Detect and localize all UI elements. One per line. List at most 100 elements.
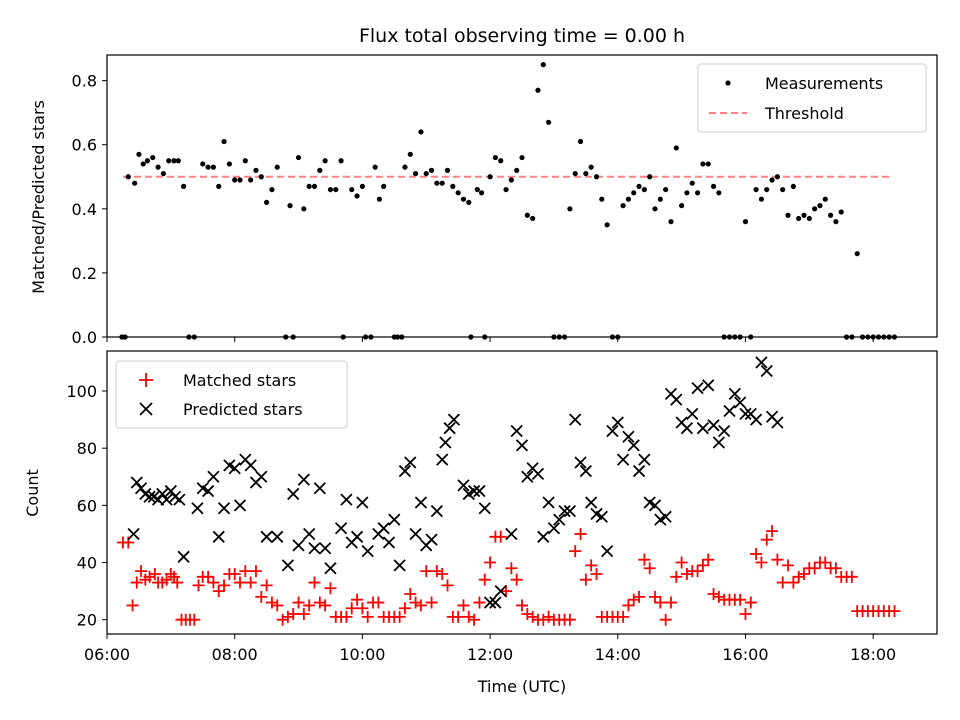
bottom-x-tick-label: 06:00: [84, 645, 130, 664]
matched-star-point: [457, 599, 470, 612]
predicted-star-point: [622, 430, 635, 443]
matched-star-point: [441, 579, 454, 592]
measurement-point: [434, 180, 440, 186]
matched-star-point: [425, 596, 438, 609]
matched-star-point: [281, 610, 294, 623]
matched-star-point: [563, 613, 576, 626]
measurement-point: [588, 164, 594, 170]
measurement-point: [769, 177, 775, 183]
predicted-star-point: [702, 379, 715, 392]
predicted-star-point: [244, 459, 257, 472]
measurement-point: [785, 212, 791, 218]
matched-star-point: [340, 610, 353, 623]
matched-star-point: [750, 547, 763, 560]
matched-star-point: [579, 573, 592, 586]
measurement-point: [423, 170, 429, 177]
predicted-star-point: [212, 530, 225, 543]
predicted-star-point: [627, 439, 640, 452]
legend-threshold-label: Threshold: [764, 104, 844, 123]
predicted-star-point: [510, 424, 523, 438]
measurement-point: [753, 186, 759, 193]
predicted-star-point: [143, 490, 156, 503]
predicted-star-point: [473, 484, 486, 498]
measurement-point: [631, 190, 637, 196]
matched-star-point: [526, 610, 539, 623]
measurement-point: [508, 177, 514, 183]
measurement-point: [412, 170, 419, 177]
matched-star-point: [393, 610, 406, 623]
matched-star-point: [192, 579, 205, 592]
measurement-point: [519, 154, 525, 161]
predicted-star-point: [177, 550, 190, 563]
bottom-x-tick-label: 10:00: [339, 645, 385, 664]
predicted-star-point: [457, 479, 470, 492]
matched-star-point: [404, 587, 417, 600]
top-legend-box: [697, 63, 927, 133]
measurement-point: [460, 196, 467, 202]
matched-star-point: [249, 565, 262, 578]
predicted-star-point: [595, 510, 608, 523]
bottom-y-tick-label: 20: [77, 611, 97, 630]
bottom-y-axis-label: Count: [23, 469, 42, 517]
measurement-point: [790, 183, 796, 189]
top-y-tick-label: 0.8: [72, 72, 97, 91]
predicted-star-point: [393, 559, 406, 572]
predicted-star-point: [228, 462, 241, 475]
measurement-point: [144, 158, 151, 164]
matched-star-point: [234, 576, 247, 589]
legend-predicted-marker: [139, 402, 153, 416]
bottom-panel-frame: [106, 350, 938, 635]
matched-star-point: [473, 596, 486, 609]
matched-star-point: [188, 613, 201, 626]
bottom-x-tick-label: 16:00: [722, 645, 768, 664]
matched-star-point: [324, 582, 337, 595]
measurement-point: [583, 170, 589, 177]
matched-star-point: [643, 562, 656, 575]
predicted-star-point: [361, 544, 374, 558]
predicted-star-point: [680, 422, 694, 435]
matched-star-point: [888, 605, 901, 618]
predicted-star-point: [217, 502, 231, 515]
matched-star-point: [494, 530, 507, 543]
measurement-point: [540, 62, 546, 68]
matched-star-point: [707, 587, 720, 600]
matched-star-point: [345, 602, 358, 615]
measurement-point: [376, 196, 383, 202]
matched-star-point: [420, 565, 433, 578]
measurement-point: [166, 158, 172, 164]
bottom-panel-data: [116, 356, 901, 626]
matched-star-point: [255, 590, 268, 603]
matched-star-point: [361, 610, 374, 623]
predicted-star-point: [537, 530, 550, 543]
measurement-point: [636, 183, 642, 189]
measurement-point: [716, 190, 722, 196]
measurement-point: [150, 154, 156, 161]
matched-star-point: [744, 596, 757, 609]
matched-star-point: [760, 533, 773, 546]
predicted-star-point: [377, 522, 390, 535]
measurement-point: [287, 203, 293, 209]
top-legend: Measurements Threshold: [697, 63, 927, 133]
measurement-point: [524, 212, 530, 218]
bottom-y-tick-label: 40: [77, 554, 97, 573]
measurement-point: [175, 158, 181, 164]
measurement-point: [487, 174, 493, 180]
measurement-point: [652, 206, 658, 212]
matched-star-point: [590, 567, 603, 580]
measurement-point: [171, 158, 177, 164]
measurement-point: [311, 183, 318, 189]
measurement-point: [822, 196, 828, 202]
bottom-legend: Matched stars Predicted stars: [115, 360, 348, 429]
matched-star-point: [351, 593, 364, 606]
measurement-point: [742, 219, 749, 225]
matched-star-point: [468, 613, 481, 626]
predicted-star-point: [425, 533, 438, 546]
measurement-point: [205, 164, 211, 170]
legend-measurements-marker: [725, 80, 731, 86]
predicted-star-point: [718, 424, 731, 438]
matched-star-point: [505, 562, 518, 575]
matched-star-point: [409, 596, 422, 609]
predicted-star-point: [686, 407, 699, 421]
legend-matched-label: Matched stars: [183, 371, 296, 390]
matched-star-point: [303, 599, 316, 612]
